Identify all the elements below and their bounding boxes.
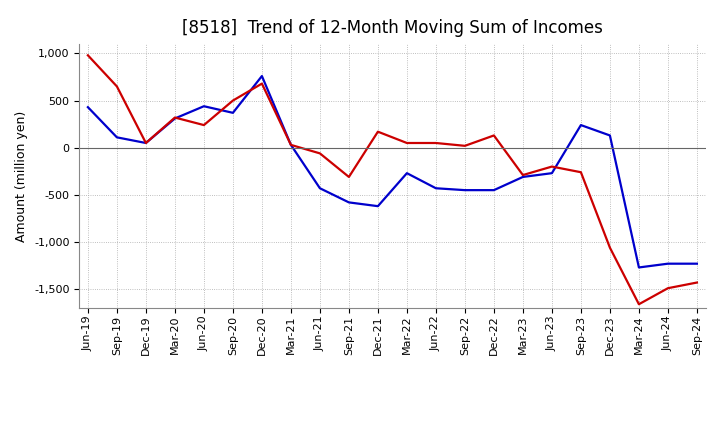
Net Income bbox=[258, 81, 266, 86]
Ordinary Income bbox=[258, 73, 266, 79]
Ordinary Income bbox=[577, 122, 585, 128]
Net Income bbox=[548, 164, 557, 169]
Net Income bbox=[402, 140, 411, 146]
Ordinary Income bbox=[664, 261, 672, 266]
Net Income bbox=[461, 143, 469, 148]
Ordinary Income bbox=[490, 187, 498, 193]
Ordinary Income bbox=[84, 105, 92, 110]
Net Income bbox=[199, 122, 208, 128]
Ordinary Income bbox=[315, 186, 324, 191]
Net Income bbox=[431, 140, 440, 146]
Net Income bbox=[634, 301, 643, 307]
Ordinary Income bbox=[693, 261, 701, 266]
Net Income bbox=[518, 172, 527, 178]
Ordinary Income bbox=[142, 140, 150, 146]
Title: [8518]  Trend of 12-Month Moving Sum of Incomes: [8518] Trend of 12-Month Moving Sum of I… bbox=[182, 19, 603, 37]
Ordinary Income bbox=[374, 204, 382, 209]
Ordinary Income bbox=[345, 200, 354, 205]
Ordinary Income bbox=[606, 133, 614, 138]
Net Income bbox=[606, 245, 614, 250]
Ordinary Income bbox=[518, 174, 527, 180]
Net Income bbox=[84, 53, 92, 58]
Net Income bbox=[112, 84, 121, 89]
Ordinary Income bbox=[548, 171, 557, 176]
Ordinary Income bbox=[228, 110, 237, 115]
Net Income bbox=[490, 133, 498, 138]
Net Income bbox=[693, 280, 701, 285]
Net Income bbox=[664, 286, 672, 291]
Net Income bbox=[171, 115, 179, 120]
Net Income bbox=[374, 129, 382, 134]
Line: Ordinary Income: Ordinary Income bbox=[88, 76, 697, 268]
Ordinary Income bbox=[287, 142, 295, 147]
Net Income bbox=[287, 142, 295, 147]
Ordinary Income bbox=[112, 135, 121, 140]
Ordinary Income bbox=[431, 186, 440, 191]
Ordinary Income bbox=[634, 265, 643, 270]
Net Income bbox=[577, 169, 585, 175]
Ordinary Income bbox=[171, 116, 179, 121]
Y-axis label: Amount (million yen): Amount (million yen) bbox=[15, 110, 28, 242]
Net Income bbox=[345, 174, 354, 180]
Ordinary Income bbox=[199, 103, 208, 109]
Net Income bbox=[142, 140, 150, 146]
Ordinary Income bbox=[402, 171, 411, 176]
Line: Net Income: Net Income bbox=[88, 55, 697, 304]
Net Income bbox=[315, 151, 324, 156]
Net Income bbox=[228, 98, 237, 103]
Ordinary Income bbox=[461, 187, 469, 193]
